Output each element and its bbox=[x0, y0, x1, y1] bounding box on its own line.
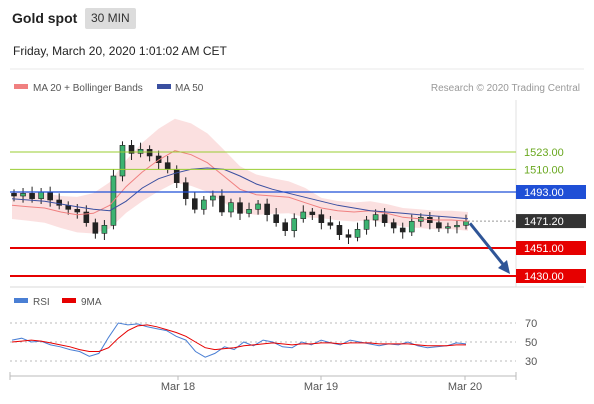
ma20-legend-swatch bbox=[14, 84, 28, 89]
rsi-legend-label: RSI bbox=[33, 297, 50, 308]
level-box-4 bbox=[516, 241, 586, 255]
instrument-title: Gold spot bbox=[12, 10, 78, 26]
ma9-legend-label: 9MA bbox=[81, 297, 102, 308]
level-box-3 bbox=[516, 214, 586, 229]
ma50-legend-label: MA 50 bbox=[175, 83, 204, 94]
rsi-tick-70: 70 bbox=[525, 318, 537, 330]
candle-body bbox=[101, 225, 108, 234]
candle-body bbox=[246, 209, 252, 214]
candle-body bbox=[372, 214, 379, 221]
level-label-1: 1510.00 bbox=[524, 164, 564, 176]
candle-body bbox=[192, 198, 198, 210]
candle-body bbox=[264, 203, 270, 215]
ma50-legend-swatch bbox=[157, 84, 171, 89]
candle-body bbox=[164, 162, 171, 170]
candle-body bbox=[408, 221, 415, 233]
rsi-line bbox=[11, 322, 467, 358]
ma20-legend-label: MA 20 + Bollinger Bands bbox=[33, 83, 143, 94]
candle-body bbox=[345, 234, 352, 238]
candle-body bbox=[282, 222, 289, 231]
candle-body bbox=[354, 229, 361, 238]
candle-body bbox=[436, 222, 442, 229]
level-box-2 bbox=[516, 185, 586, 199]
candle-body bbox=[291, 218, 298, 231]
level-label-3: 1471.20 bbox=[524, 216, 564, 228]
ma50-line bbox=[11, 167, 469, 220]
candle-body bbox=[83, 211, 90, 223]
candle-body bbox=[390, 222, 397, 229]
candle-body bbox=[11, 193, 17, 197]
candle-body bbox=[336, 225, 343, 235]
candle-body bbox=[300, 211, 307, 219]
rsi-tick-30: 30 bbox=[525, 356, 537, 368]
research-credit: Research © 2020 Trading Central bbox=[431, 83, 580, 94]
candle-body bbox=[146, 149, 153, 157]
rsi-legend-swatch bbox=[14, 298, 28, 303]
candle-body bbox=[47, 191, 53, 201]
forecast-arrow-shaft bbox=[468, 222, 508, 269]
ma9-legend-swatch bbox=[62, 298, 76, 303]
ma20-line bbox=[11, 150, 469, 222]
x-tick-label: Mar 19 bbox=[304, 381, 338, 393]
candle-body bbox=[137, 149, 144, 154]
candle-body bbox=[255, 203, 261, 210]
candle-body bbox=[201, 199, 207, 210]
candle-body bbox=[119, 145, 126, 177]
levels-layer: 1523.00 1510.00 1493.00 1471.20 1451.00 1430.… bbox=[10, 147, 586, 283]
top-bar: Gold spot 30 MIN bbox=[0, 0, 594, 37]
x-axis-ticks: Mar 18 Mar 19 Mar 20 bbox=[9, 372, 517, 393]
x-tick-label: Mar 18 bbox=[161, 381, 195, 393]
candle-body bbox=[38, 191, 44, 199]
level-label-4: 1451.00 bbox=[524, 243, 564, 255]
candle-body bbox=[173, 169, 180, 183]
candle-body bbox=[128, 145, 135, 154]
rsi-ma9-line bbox=[11, 324, 466, 352]
candle-body bbox=[219, 195, 225, 213]
candle-body bbox=[363, 219, 370, 230]
rsi-layer: 70 50 30 bbox=[10, 318, 537, 368]
level-label-0: 1523.00 bbox=[524, 147, 564, 159]
candle-body bbox=[381, 214, 388, 223]
candle-body bbox=[237, 202, 243, 214]
candle-body bbox=[74, 209, 81, 213]
candle-body bbox=[56, 199, 63, 206]
candle-body bbox=[155, 155, 162, 163]
candle-body bbox=[228, 202, 234, 213]
candle-body bbox=[463, 221, 469, 226]
candle-body bbox=[92, 222, 99, 234]
rsi-tick-50: 50 bbox=[525, 337, 537, 349]
price-layer bbox=[11, 118, 469, 244]
candle-body bbox=[327, 222, 334, 226]
candle-body bbox=[399, 227, 406, 233]
candle-body bbox=[210, 195, 216, 201]
level-box-5 bbox=[516, 269, 586, 283]
candle-body bbox=[309, 211, 316, 215]
timestamp: Friday, March 20, 2020 1:01:02 AM CET bbox=[13, 44, 227, 58]
x-tick-label: Mar 20 bbox=[448, 381, 482, 393]
candle-body bbox=[454, 225, 460, 228]
level-label-2: 1493.00 bbox=[524, 187, 564, 199]
level-label-5: 1430.00 bbox=[524, 271, 564, 283]
candle-body bbox=[318, 214, 325, 223]
candle-body bbox=[20, 193, 26, 197]
timeframe-badge[interactable]: 30 MIN bbox=[85, 8, 136, 29]
candle-body bbox=[445, 226, 451, 229]
candle-body bbox=[273, 214, 279, 223]
forecast-arrow-head bbox=[498, 260, 510, 274]
candle-body bbox=[182, 182, 189, 199]
candle-body bbox=[29, 193, 35, 199]
